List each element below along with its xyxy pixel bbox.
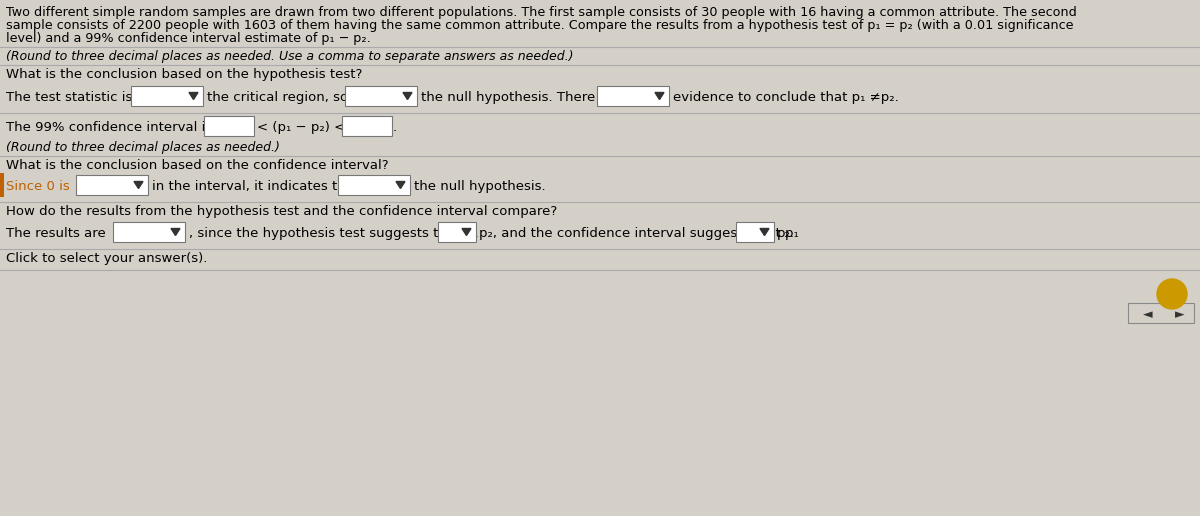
Text: evidence to conclude that p₁ ≠p₂.: evidence to conclude that p₁ ≠p₂. [673, 91, 899, 104]
FancyBboxPatch shape [438, 222, 476, 242]
FancyBboxPatch shape [1128, 303, 1194, 323]
Text: p₂, and the confidence interval suggests that p₁: p₂, and the confidence interval suggests… [479, 227, 799, 240]
Text: < (p₁ − p₂) <: < (p₁ − p₂) < [257, 121, 346, 134]
Text: Click to select your answer(s).: Click to select your answer(s). [6, 252, 208, 265]
Text: ◄: ◄ [1144, 308, 1153, 321]
Text: How do the results from the hypothesis test and the confidence interval compare?: How do the results from the hypothesis t… [6, 205, 557, 218]
FancyBboxPatch shape [204, 116, 254, 136]
Text: sample consists of 2200 people with 1603 of them having the same common attribut: sample consists of 2200 people with 1603… [6, 19, 1074, 32]
FancyBboxPatch shape [598, 86, 670, 106]
FancyBboxPatch shape [736, 222, 774, 242]
Text: (Round to three decimal places as needed.): (Round to three decimal places as needed… [6, 141, 280, 154]
Text: Two different simple random samples are drawn from two different populations. Th: Two different simple random samples are … [6, 6, 1076, 19]
Text: level) and a 99% confidence interval estimate of p₁ − p₂.: level) and a 99% confidence interval est… [6, 32, 371, 45]
FancyBboxPatch shape [131, 86, 203, 106]
Text: ?: ? [1168, 286, 1177, 304]
Polygon shape [462, 229, 470, 235]
FancyBboxPatch shape [342, 116, 392, 136]
Polygon shape [396, 182, 406, 188]
Text: the null hypothesis. There is: the null hypothesis. There is [421, 91, 610, 104]
Polygon shape [403, 92, 412, 100]
Text: , since the hypothesis test suggests that p₁: , since the hypothesis test suggests tha… [190, 227, 479, 240]
Text: What is the conclusion based on the confidence interval?: What is the conclusion based on the conf… [6, 159, 389, 172]
FancyBboxPatch shape [346, 86, 418, 106]
FancyBboxPatch shape [113, 222, 185, 242]
FancyBboxPatch shape [76, 175, 148, 195]
Polygon shape [190, 92, 198, 100]
Polygon shape [172, 229, 180, 235]
Text: Since 0 is: Since 0 is [6, 180, 70, 193]
Circle shape [1157, 279, 1187, 309]
FancyBboxPatch shape [0, 173, 4, 197]
Text: ►: ► [1175, 308, 1184, 321]
Text: the null hypothesis.: the null hypothesis. [414, 180, 546, 193]
Text: The results are: The results are [6, 227, 106, 240]
Polygon shape [760, 229, 769, 235]
Text: What is the conclusion based on the hypothesis test?: What is the conclusion based on the hypo… [6, 68, 362, 81]
Text: in the interval, it indicates to: in the interval, it indicates to [152, 180, 346, 193]
Text: The test statistic is: The test statistic is [6, 91, 132, 104]
Text: the critical region, so: the critical region, so [208, 91, 348, 104]
Text: The 99% confidence interval is: The 99% confidence interval is [6, 121, 212, 134]
Text: p₂.: p₂. [778, 227, 796, 240]
Polygon shape [655, 92, 664, 100]
Text: (Round to three decimal places as needed. Use a comma to separate answers as nee: (Round to three decimal places as needed… [6, 50, 574, 63]
Polygon shape [134, 182, 143, 188]
Text: .: . [394, 121, 397, 134]
FancyBboxPatch shape [338, 175, 410, 195]
